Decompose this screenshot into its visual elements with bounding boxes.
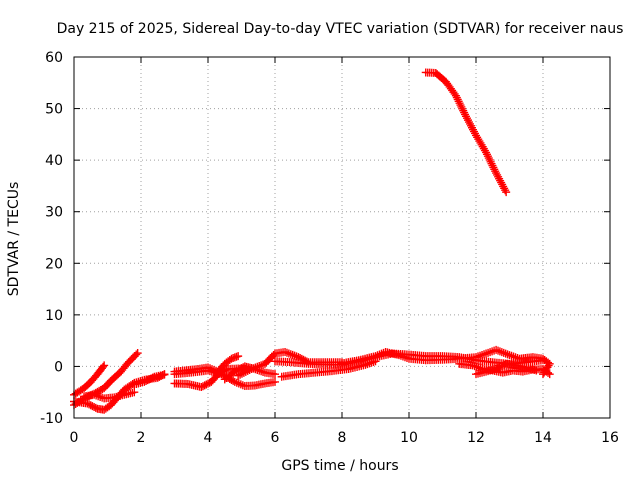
data-marker (456, 101, 465, 110)
data-point (545, 370, 554, 379)
data-marker (243, 366, 252, 375)
data-marker (485, 155, 494, 164)
data-marker (544, 368, 553, 377)
data-marker (494, 346, 503, 355)
data-marker (482, 150, 491, 159)
y-axis-label: SDTVAR / TECUs (6, 182, 22, 297)
data-marker (257, 361, 266, 370)
data-marker (255, 362, 264, 371)
data-marker (269, 351, 278, 360)
data-marker (284, 349, 293, 358)
data-marker (453, 95, 462, 104)
y-tick-label: 10 (45, 308, 63, 324)
y-tick-label: 30 (45, 205, 63, 221)
y-tick-label: 20 (45, 256, 63, 272)
data-marker (460, 108, 469, 117)
data-point (482, 148, 491, 157)
data-marker (452, 93, 461, 102)
data-marker (458, 104, 467, 113)
data-point (271, 377, 279, 386)
data-marker (99, 362, 108, 371)
data-marker (132, 350, 141, 359)
data-marker (251, 363, 260, 372)
data-point (130, 388, 139, 397)
x-tick-label: 16 (601, 430, 619, 446)
y-tick-label: -10 (40, 411, 63, 427)
data-point (492, 345, 501, 354)
x-tick-label: 12 (467, 430, 485, 446)
series-arc-9 (220, 362, 279, 384)
grid-layer (74, 57, 610, 418)
series-arc-5 (130, 370, 169, 389)
data-marker (249, 364, 258, 373)
data-marker (245, 365, 254, 374)
data-point (502, 188, 511, 197)
data-marker (222, 365, 231, 374)
data-marker (499, 348, 508, 357)
series-arc-4 (80, 388, 139, 403)
y-tick-label: 0 (54, 359, 63, 375)
data-point (451, 91, 460, 100)
data-marker (290, 351, 299, 360)
data-marker (454, 97, 463, 106)
tick-layer: 0 2 4 6 8 10 12 14 16 -10 0 10 20 30 40 50 60 (40, 50, 619, 446)
x-tick-label: 2 (137, 430, 146, 446)
series-arc-15 (472, 359, 541, 379)
data-marker (239, 368, 248, 377)
data-marker (461, 110, 470, 119)
data-marker (253, 362, 262, 371)
x-tick-label: 6 (271, 430, 280, 446)
x-tick-label: 8 (338, 430, 347, 446)
data-marker (491, 167, 500, 176)
data-marker (148, 373, 157, 382)
data-marker (497, 348, 506, 357)
y-tick-label: 50 (45, 102, 63, 118)
data-marker (282, 348, 291, 357)
data-marker (237, 369, 246, 378)
data-marker (486, 157, 495, 166)
x-tick-label: 0 (70, 430, 79, 446)
data-marker (455, 99, 464, 108)
data-marker (495, 347, 504, 356)
data-marker (459, 106, 468, 115)
data-layer (70, 68, 554, 414)
y-tick-label: 40 (45, 153, 63, 169)
series-arc-16 (421, 68, 511, 197)
data-marker (489, 163, 498, 172)
data-point (247, 365, 256, 374)
series-arc-1 (70, 361, 109, 399)
data-marker (488, 161, 497, 170)
data-point (271, 370, 279, 379)
data-marker (236, 370, 245, 379)
data-marker (288, 350, 297, 359)
x-tick-label: 10 (400, 430, 418, 446)
data-marker (487, 159, 496, 168)
data-marker (241, 367, 250, 376)
series-arc-13 (338, 345, 554, 379)
data-point (281, 347, 290, 356)
data-marker (490, 165, 499, 174)
data-point (100, 361, 109, 370)
x-tick-label: 4 (204, 430, 213, 446)
x-tick-label: 14 (534, 430, 552, 446)
data-marker (483, 152, 492, 161)
data-marker (501, 186, 510, 195)
data-marker (501, 349, 510, 358)
data-marker (484, 154, 493, 163)
data-point (160, 370, 169, 379)
data-point (532, 366, 541, 375)
data-point (234, 352, 243, 361)
data-marker (229, 376, 238, 385)
data-point (234, 371, 243, 380)
y-tick-label: 60 (45, 50, 63, 66)
data-marker (457, 102, 466, 111)
data-marker (503, 350, 512, 359)
data-point (133, 349, 142, 358)
data-marker (286, 350, 295, 359)
x-axis-label: GPS time / hours (281, 458, 398, 474)
chart-title: Day 215 of 2025, Sidereal Day-to-day VTE… (57, 21, 624, 37)
